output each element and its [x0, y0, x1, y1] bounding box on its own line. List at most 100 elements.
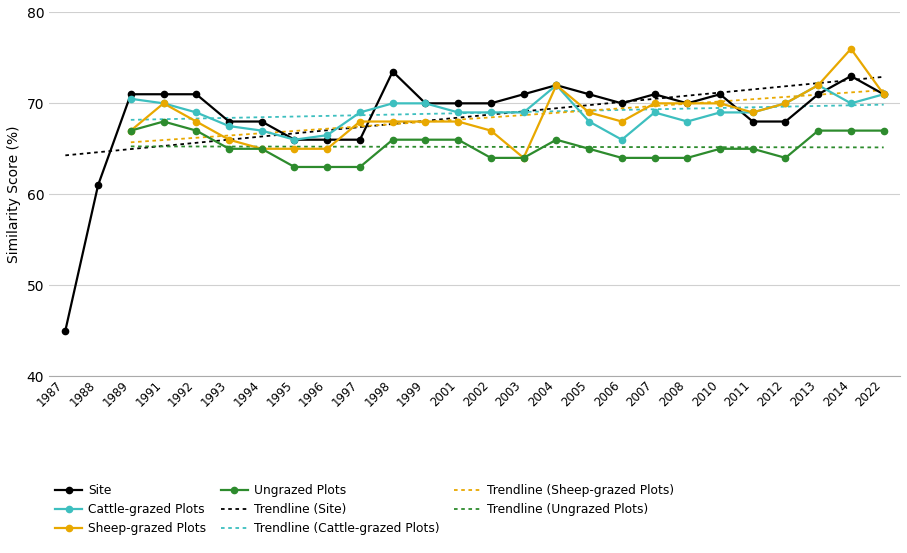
Cattle-grazed Plots	[453, 109, 463, 116]
Cattle-grazed Plots	[158, 100, 169, 107]
Ungrazed Plots	[813, 127, 824, 134]
Ungrazed Plots	[289, 164, 300, 170]
Site	[125, 91, 136, 97]
Line: Sheep-grazed Plots: Sheep-grazed Plots	[128, 46, 887, 161]
Site	[420, 100, 431, 107]
Trendline (Cattle-grazed Plots)	[128, 117, 139, 123]
Site	[845, 73, 856, 80]
Sheep-grazed Plots	[420, 118, 431, 125]
Line: Trendline (Site): Trendline (Site)	[65, 77, 883, 155]
Legend: Site, Cattle-grazed Plots, Sheep-grazed Plots, Ungrazed Plots, Trendline (Site),: Site, Cattle-grazed Plots, Sheep-grazed …	[55, 484, 674, 535]
Line: Trendline (Ungrazed Plots): Trendline (Ungrazed Plots)	[131, 147, 883, 148]
Ungrazed Plots	[715, 145, 726, 152]
Sheep-grazed Plots	[387, 118, 398, 125]
Sheep-grazed Plots	[453, 118, 463, 125]
Site	[453, 100, 463, 107]
Sheep-grazed Plots	[257, 145, 268, 152]
Sheep-grazed Plots	[813, 82, 824, 88]
Ungrazed Plots	[485, 155, 496, 161]
Line: Cattle-grazed Plots: Cattle-grazed Plots	[128, 82, 887, 143]
Ungrazed Plots	[355, 164, 366, 170]
Ungrazed Plots	[649, 155, 660, 161]
Ungrazed Plots	[257, 145, 268, 152]
Ungrazed Plots	[387, 137, 398, 143]
Trendline (Site)	[749, 86, 760, 92]
Site	[289, 137, 300, 143]
Site	[93, 182, 103, 189]
Ungrazed Plots	[518, 155, 529, 161]
Cattle-grazed Plots	[420, 100, 431, 107]
Ungrazed Plots	[845, 127, 856, 134]
Site	[813, 91, 824, 97]
Cattle-grazed Plots	[485, 109, 496, 116]
Trendline (Cattle-grazed Plots)	[573, 107, 584, 114]
Ungrazed Plots	[453, 137, 463, 143]
Cattle-grazed Plots	[747, 109, 758, 116]
Sheep-grazed Plots	[583, 109, 594, 116]
Ungrazed Plots	[322, 164, 333, 170]
Cattle-grazed Plots	[387, 100, 398, 107]
Sheep-grazed Plots	[158, 100, 169, 107]
Site	[224, 118, 235, 125]
Ungrazed Plots	[747, 145, 758, 152]
Sheep-grazed Plots	[845, 45, 856, 52]
Cattle-grazed Plots	[813, 82, 824, 88]
Trendline (Sheep-grazed Plots)	[760, 95, 771, 102]
Trendline (Site)	[802, 81, 813, 87]
Y-axis label: Similarity Score (%): Similarity Score (%)	[7, 126, 21, 263]
Ungrazed Plots	[224, 145, 235, 152]
Trendline (Ungrazed Plots)	[760, 144, 771, 150]
Trendline (Sheep-grazed Plots)	[573, 108, 584, 114]
Cattle-grazed Plots	[289, 137, 300, 143]
Ungrazed Plots	[682, 155, 693, 161]
Site	[257, 118, 268, 125]
Cattle-grazed Plots	[518, 109, 529, 116]
Ungrazed Plots	[878, 127, 889, 134]
Trendline (Site)	[544, 106, 555, 112]
Ungrazed Plots	[158, 118, 169, 125]
Sheep-grazed Plots	[289, 145, 300, 152]
Trendline (Cattle-grazed Plots)	[571, 107, 582, 114]
Site	[715, 91, 726, 97]
Trendline (Site)	[63, 152, 73, 158]
Cattle-grazed Plots	[878, 91, 889, 97]
Trendline (Sheep-grazed Plots)	[128, 139, 139, 145]
Line: Ungrazed Plots: Ungrazed Plots	[128, 118, 887, 170]
Cattle-grazed Plots	[125, 96, 136, 102]
Site	[322, 137, 333, 143]
Cattle-grazed Plots	[649, 109, 660, 116]
Site	[60, 327, 71, 334]
Site	[583, 91, 594, 97]
Line: Trendline (Sheep-grazed Plots): Trendline (Sheep-grazed Plots)	[131, 90, 883, 142]
Site	[485, 100, 496, 107]
Sheep-grazed Plots	[715, 100, 726, 107]
Ungrazed Plots	[617, 155, 628, 161]
Trendline (Cattle-grazed Plots)	[586, 107, 597, 114]
Sheep-grazed Plots	[518, 155, 529, 161]
Trendline (Sheep-grazed Plots)	[571, 108, 582, 114]
Cattle-grazed Plots	[190, 109, 201, 116]
Site	[649, 91, 660, 97]
Sheep-grazed Plots	[649, 100, 660, 107]
Cattle-grazed Plots	[845, 100, 856, 107]
Site	[387, 68, 398, 75]
Trendline (Site)	[60, 152, 71, 159]
Trendline (Sheep-grazed Plots)	[586, 107, 597, 114]
Cattle-grazed Plots	[322, 132, 333, 138]
Ungrazed Plots	[583, 145, 594, 152]
Trendline (Cattle-grazed Plots)	[878, 101, 889, 108]
Trendline (Ungrazed Plots)	[586, 144, 597, 150]
Sheep-grazed Plots	[125, 127, 136, 134]
Trendline (Sheep-grazed Plots)	[808, 92, 819, 98]
Ungrazed Plots	[420, 137, 431, 143]
Sheep-grazed Plots	[617, 118, 628, 125]
Trendline (Ungrazed Plots)	[128, 143, 139, 150]
Cattle-grazed Plots	[617, 137, 628, 143]
Ungrazed Plots	[125, 127, 136, 134]
Sheep-grazed Plots	[551, 82, 561, 88]
Trendline (Sheep-grazed Plots)	[878, 87, 889, 93]
Site	[158, 91, 169, 97]
Cattle-grazed Plots	[682, 118, 693, 125]
Trendline (Site)	[547, 105, 558, 112]
Trendline (Cattle-grazed Plots)	[808, 103, 819, 109]
